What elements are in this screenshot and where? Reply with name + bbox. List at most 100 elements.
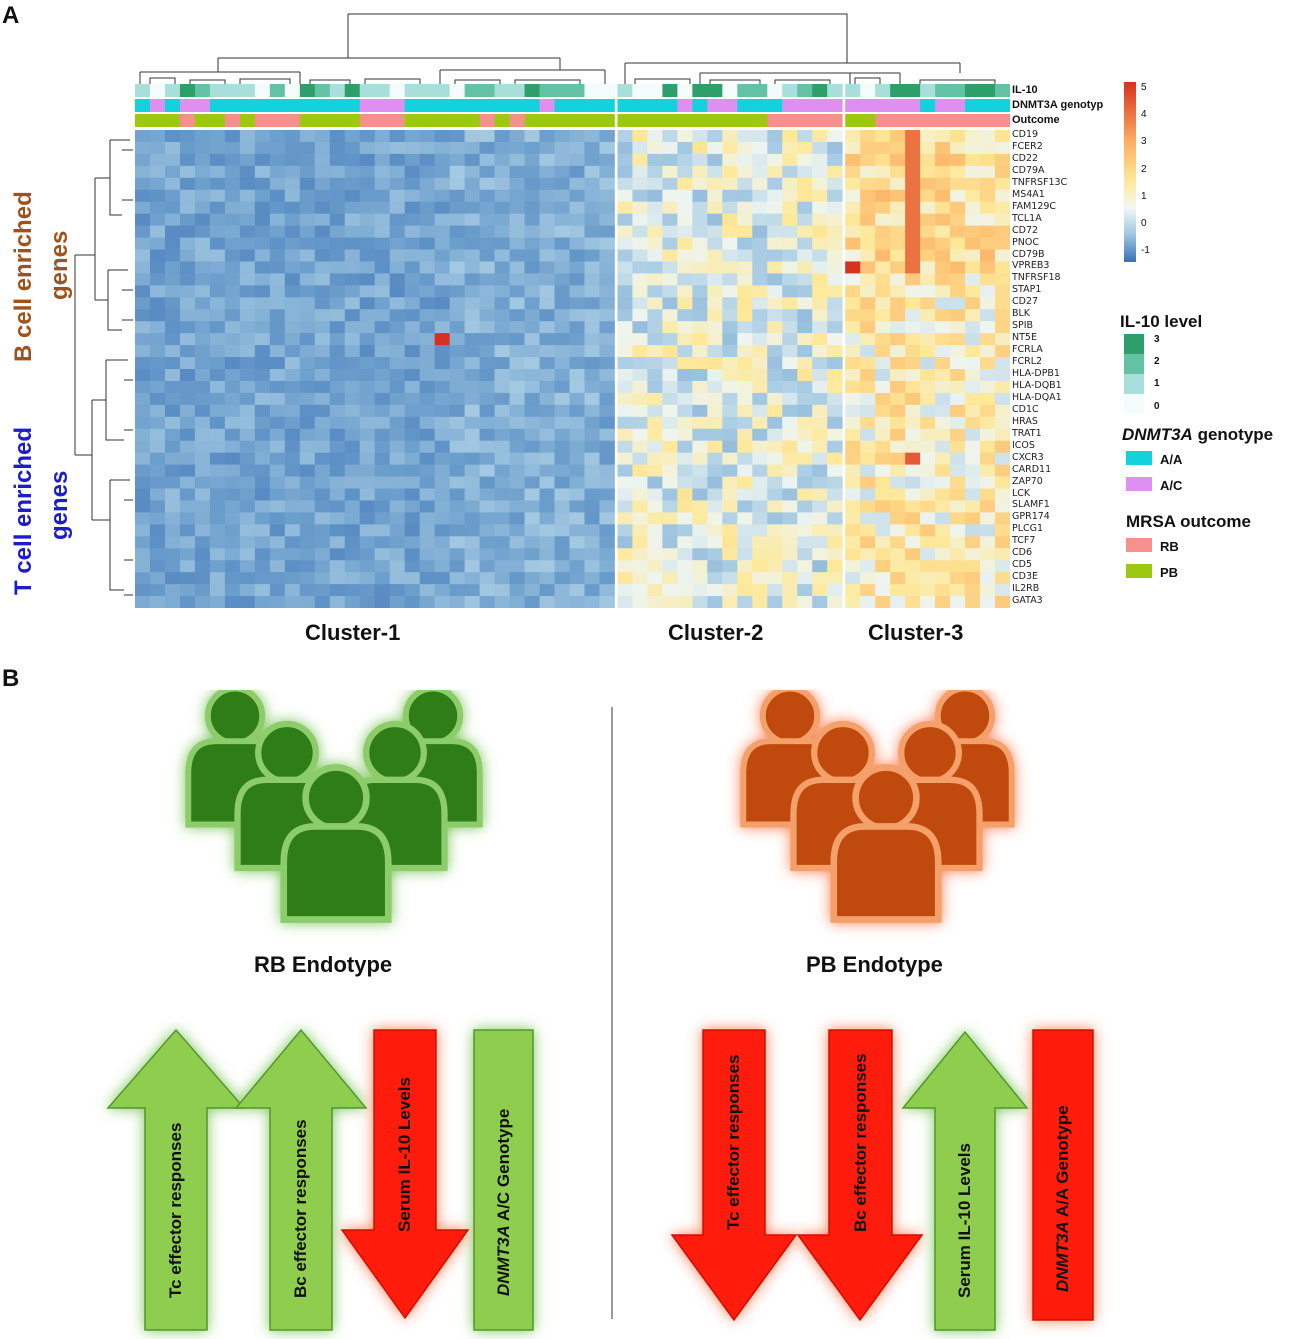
heatmap-cell — [329, 500, 346, 513]
heatmap-cell — [920, 237, 936, 250]
annotation-il10-cell — [737, 84, 753, 97]
heatmap-cell — [539, 177, 555, 191]
legend-pb-label: PB — [1160, 565, 1179, 580]
heatmap-cell — [164, 225, 181, 238]
annotation-outcome-cell — [314, 114, 331, 127]
heatmap-cell — [419, 548, 436, 561]
heatmap-cell — [737, 309, 753, 322]
heatmap-cell — [767, 237, 783, 250]
heatmap-cell — [890, 369, 906, 382]
annotation-outcome-cell — [980, 114, 996, 127]
annotation-genotype-cell — [647, 99, 663, 112]
heatmap-cell — [554, 201, 570, 215]
heatmap-cell — [707, 464, 723, 477]
heatmap-cell — [692, 380, 708, 394]
heatmap-cell — [209, 189, 226, 203]
heatmap-cell — [224, 548, 241, 561]
heatmap-cell — [254, 476, 271, 489]
heatmap-cell — [827, 225, 843, 238]
heatmap-cell — [389, 476, 406, 489]
heatmap-cell — [404, 357, 421, 370]
heatmap-cell — [890, 512, 906, 525]
heatmap-cell — [539, 524, 555, 537]
heatmap-cell — [995, 560, 1010, 573]
heatmap-cell — [164, 237, 181, 250]
annotation-il10-cell — [449, 84, 466, 97]
heatmap-cell — [194, 416, 211, 430]
annotation-outcome-cell — [890, 114, 906, 127]
heatmap-cell — [374, 273, 391, 286]
gene-label: CD79B — [1012, 248, 1045, 260]
heatmap-cell — [239, 177, 256, 191]
heatmap-cell — [905, 488, 921, 501]
heatmap-cell — [509, 285, 525, 298]
heatmap-cell — [632, 333, 648, 346]
heatmap-cell — [299, 584, 316, 597]
heatmap-cell — [404, 428, 421, 442]
heatmap-cell — [860, 225, 876, 238]
heatmap-cell — [950, 249, 966, 262]
gene-label: FAM129C — [1012, 200, 1057, 212]
heatmap-cell — [224, 273, 241, 286]
heatmap-cell — [920, 476, 936, 489]
heatmap-cell — [707, 536, 723, 549]
heatmap-cell — [494, 572, 510, 585]
heatmap-cell — [479, 357, 495, 370]
heatmap-cell — [875, 500, 891, 513]
heatmap-cell — [479, 321, 495, 334]
heatmap-cell — [389, 297, 406, 310]
heatmap-cell — [389, 572, 406, 585]
heatmap-cell — [419, 452, 436, 465]
heatmap-cell — [329, 548, 346, 561]
heatmap-cell — [374, 297, 391, 310]
heatmap-cell — [419, 249, 436, 262]
heatmap-cell — [752, 428, 768, 442]
gene-label: CD79A — [1012, 164, 1045, 176]
heatmap-cell — [269, 177, 286, 191]
heatmap-cell — [314, 333, 331, 346]
heatmap-cell — [509, 500, 525, 513]
heatmap-cell — [860, 213, 876, 226]
heatmap-cell — [860, 440, 876, 454]
heatmap-cell — [284, 141, 301, 155]
heatmap-cell — [374, 428, 391, 442]
heatmap-cell — [374, 285, 391, 298]
annotation-il10-cell — [554, 84, 570, 97]
heatmap-cell — [374, 452, 391, 465]
heatmap-cell — [194, 524, 211, 537]
heatmap-cell — [149, 369, 166, 382]
heatmap-cell — [554, 524, 570, 537]
heatmap-cell — [875, 464, 891, 477]
heatmap-cell — [239, 369, 256, 382]
heatmap-cell — [647, 428, 663, 442]
heatmap-cell — [419, 261, 436, 274]
heatmap-cell — [584, 273, 600, 286]
heatmap-cell — [179, 309, 196, 322]
heatmap-cell — [569, 261, 585, 274]
heatmap-cell — [404, 476, 421, 489]
heatmap-cell — [224, 177, 241, 191]
heatmap-cell — [164, 500, 181, 513]
heatmap-cell — [797, 261, 813, 274]
heatmap-cell — [692, 369, 708, 382]
heatmap-cell — [905, 237, 921, 250]
heatmap-cell — [359, 369, 376, 382]
heatmap-cell — [509, 165, 525, 179]
heatmap-cell — [179, 273, 196, 286]
heatmap-cell — [344, 572, 361, 585]
heatmap-cell — [995, 584, 1010, 597]
heatmap-cell — [995, 369, 1010, 382]
annotation-genotype-cell — [135, 99, 151, 112]
heatmap-cell — [995, 297, 1010, 310]
heatmap-cell — [209, 345, 226, 358]
heatmap-cell — [767, 357, 783, 370]
heatmap-cell — [965, 380, 981, 394]
heatmap-cell — [359, 273, 376, 286]
heatmap-cell — [632, 357, 648, 370]
heatmap-cell — [797, 512, 813, 525]
heatmap-cell — [389, 584, 406, 597]
annotation-outcome-cell — [752, 114, 768, 127]
heatmap-cell — [752, 524, 768, 537]
heatmap-cell — [494, 380, 510, 394]
heatmap-cell — [737, 500, 753, 513]
